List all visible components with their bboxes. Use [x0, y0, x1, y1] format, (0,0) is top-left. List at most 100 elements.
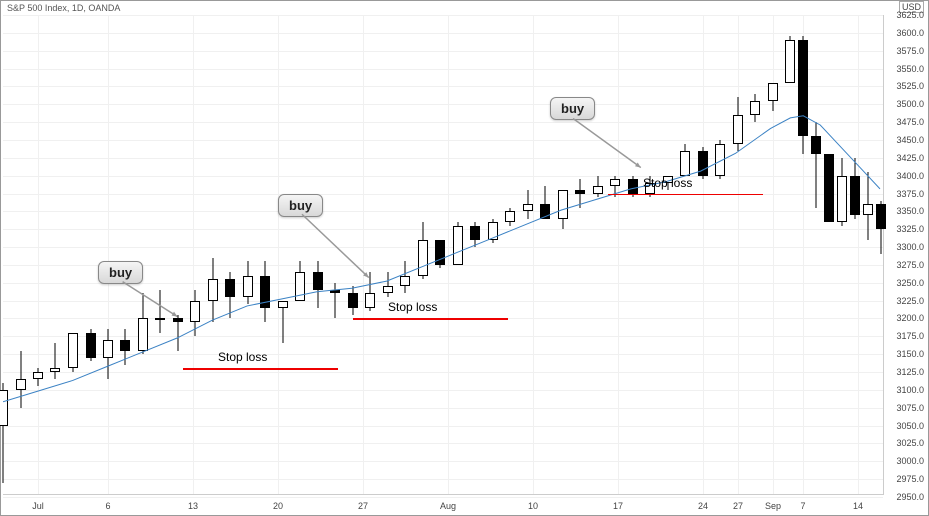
buy-callout: buy [550, 97, 595, 120]
candle[interactable] [523, 15, 533, 497]
x-tick-label: 7 [800, 501, 805, 511]
candle[interactable] [645, 15, 655, 497]
buy-callout: buy [278, 194, 323, 217]
gridline-v [448, 15, 449, 494]
candle[interactable] [138, 15, 148, 497]
chart-title: S&P 500 Index, 1D, OANDA [7, 3, 120, 13]
y-tick-label: 3200.0 [896, 313, 924, 323]
candle[interactable] [50, 15, 60, 497]
candle[interactable] [505, 15, 515, 497]
candle[interactable] [750, 15, 760, 497]
candle[interactable] [418, 15, 428, 497]
x-tick-label: 17 [613, 501, 623, 511]
y-tick-label: 3300.0 [896, 242, 924, 252]
candle[interactable] [208, 15, 218, 497]
y-tick-label: 3100.0 [896, 385, 924, 395]
y-tick-label: 3500.0 [896, 99, 924, 109]
stop-loss-line [183, 368, 338, 370]
candle[interactable] [155, 15, 165, 497]
candle[interactable] [86, 15, 96, 497]
y-tick-label: 3425.0 [896, 153, 924, 163]
candle[interactable] [365, 15, 375, 497]
candle[interactable] [798, 15, 808, 497]
candle[interactable] [663, 15, 673, 497]
stop-loss-line [608, 194, 763, 196]
x-tick-label: Aug [440, 501, 456, 511]
candle[interactable] [295, 15, 305, 497]
candle[interactable] [575, 15, 585, 497]
x-tick-label: 13 [188, 501, 198, 511]
y-tick-label: 3125.0 [896, 367, 924, 377]
y-tick-label: 3475.0 [896, 117, 924, 127]
candle[interactable] [68, 15, 78, 497]
y-tick-label: 3400.0 [896, 171, 924, 181]
candle[interactable] [715, 15, 725, 497]
candle[interactable] [768, 15, 778, 497]
candle[interactable] [837, 15, 847, 497]
candle[interactable] [383, 15, 393, 497]
x-tick-label: 14 [853, 501, 863, 511]
gridline-v [533, 15, 534, 494]
y-axis: 2950.02975.03000.03025.03050.03075.03100… [886, 15, 928, 495]
candle[interactable] [680, 15, 690, 497]
candle[interactable] [488, 15, 498, 497]
x-tick-label: 20 [273, 501, 283, 511]
candle[interactable] [470, 15, 480, 497]
candle[interactable] [313, 15, 323, 497]
candle[interactable] [876, 15, 886, 497]
candle[interactable] [558, 15, 568, 497]
candle[interactable] [785, 15, 795, 497]
stop-loss-label: Stop loss [218, 350, 267, 364]
y-tick-label: 3450.0 [896, 135, 924, 145]
candle[interactable] [811, 15, 821, 497]
candle[interactable] [0, 15, 8, 497]
y-tick-label: 3575.0 [896, 46, 924, 56]
callout-label: buy [98, 261, 143, 284]
y-tick-label: 3625.0 [896, 10, 924, 20]
y-tick-label: 3375.0 [896, 189, 924, 199]
stop-loss-line [353, 318, 508, 320]
buy-callout: buy [98, 261, 143, 284]
candle[interactable] [120, 15, 130, 497]
candle[interactable] [628, 15, 638, 497]
x-tick-label: Jul [32, 501, 44, 511]
x-tick-label: 10 [528, 501, 538, 511]
x-tick-label: 27 [358, 501, 368, 511]
candle[interactable] [103, 15, 113, 497]
candle[interactable] [863, 15, 873, 497]
candle[interactable] [824, 15, 834, 497]
candle[interactable] [610, 15, 620, 497]
y-tick-label: 3350.0 [896, 206, 924, 216]
candle[interactable] [453, 15, 463, 497]
plot-area[interactable]: buybuybuyStop lossStop lossStop loss [3, 15, 884, 495]
candle[interactable] [190, 15, 200, 497]
candle[interactable] [260, 15, 270, 497]
candle[interactable] [173, 15, 183, 497]
candle[interactable] [348, 15, 358, 497]
y-tick-label: 3325.0 [896, 224, 924, 234]
x-tick-label: 27 [733, 501, 743, 511]
candle[interactable] [698, 15, 708, 497]
x-tick-label: 24 [698, 501, 708, 511]
y-tick-label: 2950.0 [896, 492, 924, 502]
candle[interactable] [733, 15, 743, 497]
candle[interactable] [278, 15, 288, 497]
candle[interactable] [33, 15, 43, 497]
candle[interactable] [330, 15, 340, 497]
candle[interactable] [400, 15, 410, 497]
y-tick-label: 3175.0 [896, 331, 924, 341]
y-tick-label: 3075.0 [896, 403, 924, 413]
y-tick-label: 2975.0 [896, 474, 924, 484]
chart-container: S&P 500 Index, 1D, OANDA USD buybuybuySt… [0, 0, 929, 516]
candle[interactable] [435, 15, 445, 497]
candle[interactable] [850, 15, 860, 497]
gridline-v [363, 15, 364, 494]
candle[interactable] [225, 15, 235, 497]
candle[interactable] [243, 15, 253, 497]
y-tick-label: 3550.0 [896, 64, 924, 74]
candle[interactable] [16, 15, 26, 497]
callout-label: buy [550, 97, 595, 120]
candle[interactable] [540, 15, 550, 497]
y-tick-label: 3250.0 [896, 278, 924, 288]
candle[interactable] [593, 15, 603, 497]
